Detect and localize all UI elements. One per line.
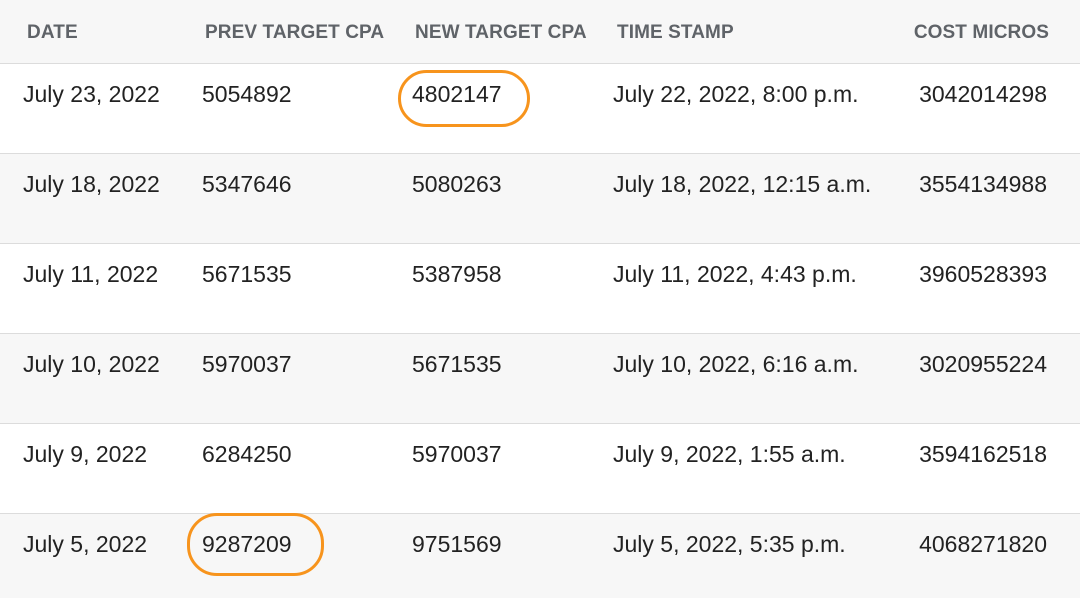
cell-new-target-cpa: 5387958	[412, 261, 502, 287]
cell-new-target-cpa: 5080263	[412, 171, 502, 197]
table-row: July 10, 2022 5970037 5671535 July 10, 2…	[0, 334, 1080, 424]
cell-prev-target-cpa: 5054892	[202, 81, 292, 107]
column-header-prev-target-cpa[interactable]: PREV TARGET CPA	[205, 22, 385, 43]
column-header-cost-micros[interactable]: COST MICROS	[913, 22, 1049, 43]
cell-new-target-cpa: 9751569	[412, 531, 502, 557]
table-row: July 9, 2022 6284250 5970037 July 9, 202…	[0, 424, 1080, 514]
cell-prev-target-cpa: 6284250	[202, 441, 292, 467]
table-row: July 11, 2022 5671535 5387958 July 11, 2…	[0, 244, 1080, 334]
cell-time-stamp: July 5, 2022, 5:35 p.m.	[613, 531, 846, 557]
cell-time-stamp: July 18, 2022, 12:15 a.m.	[613, 171, 872, 197]
cell-time-stamp: July 9, 2022, 1:55 a.m.	[613, 441, 846, 467]
cell-time-stamp: July 22, 2022, 8:00 p.m.	[613, 81, 859, 107]
cell-cost-micros: 4068271820	[919, 531, 1047, 557]
cell-cost-micros: 3020955224	[919, 351, 1047, 377]
cell-time-stamp: July 10, 2022, 6:16 a.m.	[613, 351, 859, 377]
table-row: July 18, 2022 5347646 5080263 July 18, 2…	[0, 154, 1080, 244]
cell-date: July 5, 2022	[23, 531, 148, 557]
cell-prev-target-cpa: 5671535	[202, 261, 292, 287]
cell-date: July 9, 2022	[23, 441, 148, 467]
column-header-date[interactable]: DATE	[27, 22, 78, 43]
cell-date: July 23, 2022	[23, 81, 160, 107]
cell-date: July 18, 2022	[23, 171, 160, 197]
table-row: July 5, 2022 9287209 9751569 July 5, 202…	[0, 514, 1080, 598]
cell-time-stamp: July 11, 2022, 4:43 p.m.	[613, 261, 857, 287]
highlight-circle-new-target-cpa	[398, 70, 530, 127]
cell-cost-micros: 3554134988	[919, 171, 1047, 197]
cell-date: July 10, 2022	[23, 351, 160, 377]
cell-prev-target-cpa: 5970037	[202, 351, 292, 377]
cell-date: July 11, 2022	[23, 261, 159, 287]
cell-cost-micros: 3042014298	[919, 81, 1047, 107]
cell-new-target-cpa: 5970037	[412, 441, 502, 467]
column-header-time-stamp[interactable]: TIME STAMP	[617, 22, 734, 43]
column-header-new-target-cpa[interactable]: NEW TARGET CPA	[415, 22, 587, 43]
table-header: DATE PREV TARGET CPA NEW TARGET CPA TIME…	[0, 0, 1080, 64]
cell-cost-micros: 3960528393	[919, 261, 1047, 287]
cell-prev-target-cpa: 5347646	[202, 171, 292, 197]
highlight-circle-prev-target-cpa	[187, 513, 324, 576]
table-row: July 23, 2022 5054892 4802147 July 22, 2…	[0, 64, 1080, 154]
cell-cost-micros: 3594162518	[919, 441, 1047, 467]
cell-new-target-cpa: 5671535	[412, 351, 502, 377]
